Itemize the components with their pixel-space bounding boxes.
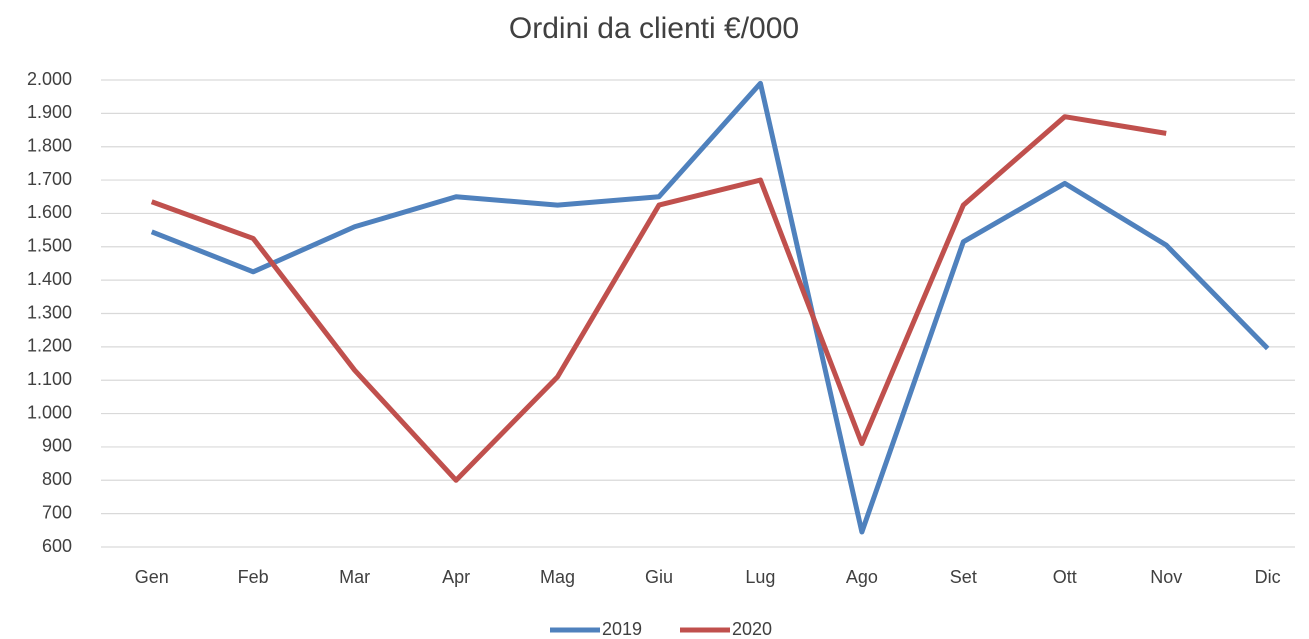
x-tick-label: Giu: [645, 567, 673, 587]
y-tick-label: 1.100: [27, 369, 72, 389]
chart-title: Ordini da clienti €/000: [509, 12, 799, 45]
x-tick-label: Set: [950, 567, 977, 587]
x-tick-label: Gen: [135, 567, 169, 587]
x-tick-label: Mar: [339, 567, 370, 587]
series-line: [150, 114, 1167, 483]
y-tick-label: 1.500: [27, 236, 72, 256]
y-tick-label: 1.200: [27, 336, 72, 356]
x-tick-label: Mag: [540, 567, 575, 587]
y-tick-label: 1.300: [27, 302, 72, 322]
y-tick-label: 900: [42, 436, 72, 456]
y-tick-label: 700: [42, 502, 72, 522]
y-tick-label: 1.800: [27, 135, 72, 155]
x-tick-label: Nov: [1150, 567, 1182, 587]
y-tick-label: 800: [42, 469, 72, 489]
legend-label: 2020: [732, 619, 772, 639]
y-tick-label: 1.700: [27, 169, 72, 189]
x-tick-label: Dic: [1255, 567, 1281, 587]
y-tick-label: 1.400: [27, 269, 72, 289]
x-tick-label: Ago: [846, 567, 878, 587]
y-tick-label: 1.600: [27, 202, 72, 222]
x-tick-label: Feb: [238, 567, 269, 587]
legend-label: 2019: [602, 619, 642, 639]
series-line: [150, 80, 1270, 535]
y-tick-label: 1.000: [27, 402, 72, 422]
x-tick-label: Ott: [1053, 567, 1077, 587]
x-tick-label: Apr: [442, 567, 470, 587]
y-tick-label: 1.900: [27, 102, 72, 122]
y-tick-label: 600: [42, 536, 72, 556]
x-tick-label: Lug: [745, 567, 775, 587]
y-tick-label: 2.000: [27, 69, 72, 89]
